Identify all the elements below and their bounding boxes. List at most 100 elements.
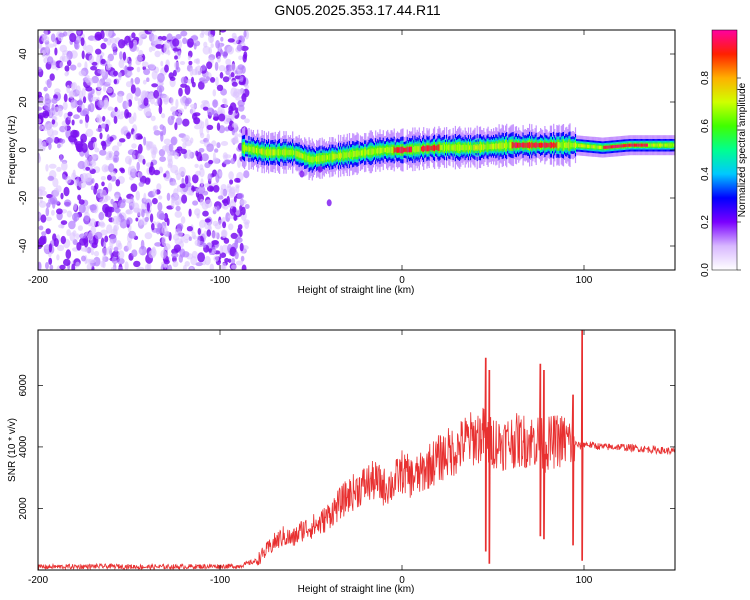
- colorbar-label: Normalized spectral amplitude: [737, 82, 748, 217]
- spectrogram-noise-blob: [103, 37, 108, 42]
- spectrogram-noise-blob: [224, 258, 230, 263]
- spectrogram-signal-cell: [359, 150, 361, 156]
- spectrogram-noise-blob: [211, 231, 218, 239]
- spectrogram-signal-cell: [523, 142, 525, 148]
- spectrogram-noise-blob: [194, 208, 201, 216]
- spectrogram-signal-cell: [416, 146, 418, 152]
- spectrogram-noise-blob: [151, 70, 158, 80]
- spectrogram-signal-cell: [656, 143, 658, 147]
- spectrogram-noise-blob: [63, 186, 70, 197]
- spectrogram-signal-cell: [435, 145, 437, 150]
- spectrogram-noise-blob: [167, 158, 173, 167]
- spectrogram-noise-blob: [99, 149, 107, 156]
- spectrogram-noise-blob: [60, 138, 66, 144]
- spectrogram-signal-cell: [448, 144, 450, 151]
- spectrogram-signal-cell: [644, 143, 646, 147]
- spectrogram-noise-blob: [131, 154, 136, 161]
- spectrogram-noise-blob: [145, 111, 152, 116]
- spectrogram-noise-blob: [60, 192, 64, 200]
- spectrogram-noise-blob: [208, 159, 214, 165]
- spectrogram-noise-blob: [179, 61, 186, 65]
- spectrogram-noise-blob: [201, 64, 206, 71]
- spectrogram-noise-blob: [150, 115, 156, 122]
- spectrogram-noise-blob: [114, 194, 120, 200]
- spectrogram-signal-cell: [494, 144, 496, 149]
- spectrogram-signal-cell: [295, 150, 297, 157]
- spectrogram-signal-cell: [454, 144, 456, 151]
- spectrogram-signal-cell: [538, 143, 541, 148]
- spectrogram-noise-blob: [241, 264, 247, 270]
- spectrogram-noise-blob: [118, 59, 125, 69]
- spectrogram-signal-cell: [412, 145, 414, 153]
- spectrogram-noise-blob: [48, 257, 53, 265]
- spectrogram-noise-blob: [75, 261, 80, 268]
- spectrogram-signal-cell: [405, 147, 407, 152]
- spectrogram-noise-blob: [38, 112, 47, 118]
- spectrogram-noise-blob: [160, 132, 164, 142]
- spectrogram-signal-cell: [531, 141, 533, 149]
- spectrogram-noise-blob: [214, 61, 219, 71]
- snr-series-line: [38, 330, 675, 570]
- spectrogram-noise-blob: [234, 251, 239, 260]
- spectrogram-signal-cell: [635, 143, 637, 147]
- spectrogram-noise-blob: [231, 258, 236, 265]
- spectrogram-signal-cell: [612, 145, 614, 149]
- spectrogram-signal-cell: [618, 144, 620, 148]
- spectrogram-noise-blob: [182, 37, 188, 45]
- spectrogram-signal-cell: [488, 144, 490, 150]
- spectrogram-noise-blob: [58, 224, 65, 229]
- spectrogram-signal-cell: [506, 142, 508, 149]
- spectrogram-noise-blob: [130, 183, 138, 192]
- spectrogram-signal-cell: [403, 147, 405, 152]
- spectrogram-signal-cell: [484, 144, 486, 150]
- spectrogram-noise-blob: [166, 192, 171, 201]
- spectrogram-noise-blob: [47, 43, 55, 48]
- spectrogram-signal-cell: [321, 155, 323, 162]
- spectrogram-signal-cell: [510, 142, 512, 149]
- spectrogram-noise-blob: [102, 85, 107, 92]
- spectrogram-noise-blob: [109, 239, 114, 248]
- spectrogram-noise-blob: [124, 155, 133, 165]
- spectrogram-signal-cell: [605, 145, 607, 149]
- spectrogram-signal-cell: [673, 143, 675, 147]
- spectrogram-noise-blob: [118, 138, 126, 143]
- spectrogram-signal-cell: [521, 143, 523, 148]
- spectrogram-noise-blob: [206, 61, 213, 70]
- spectrogram-noise-blob: [212, 185, 220, 193]
- spectrogram-noise-blob: [83, 215, 90, 225]
- spectrogram-noise-blob: [60, 235, 66, 245]
- spectrogram-signal-cell: [554, 142, 556, 148]
- spectrogram-noise-blob: [141, 208, 145, 218]
- spectrogram-noise-blob: [54, 47, 58, 56]
- spectrogram-noise-blob: [38, 153, 41, 163]
- spectrogram-noise-blob: [195, 262, 203, 267]
- spectrogram-noise-blob: [121, 198, 126, 203]
- spectrogram-noise-blob: [154, 50, 161, 58]
- spectrogram-noise-blob: [154, 242, 163, 247]
- spectrogram-noise-blob: [113, 224, 119, 232]
- spectrogram-signal-cell: [660, 143, 662, 147]
- spectrogram-noise-blob: [79, 119, 83, 124]
- spectrogram-noise-blob: [94, 231, 103, 240]
- spectrogram-noise-blob: [182, 264, 187, 270]
- spectrogram-signal-cell: [576, 143, 578, 147]
- spectrogram-noise-blob: [199, 132, 205, 139]
- spectrogram-noise-blob: [229, 187, 236, 197]
- spectrogram-noise-blob: [125, 112, 132, 118]
- spectrogram-noise-blob: [184, 85, 191, 96]
- spectrogram-noise-blob: [210, 43, 214, 48]
- spectrogram-noise-blob: [164, 64, 169, 73]
- spectrogram-signal-cell: [501, 142, 503, 150]
- spectrogram-signal-cell: [271, 149, 273, 156]
- spectrogram-noise-blob: [222, 221, 227, 229]
- spectrogram-noise-blob: [66, 210, 73, 218]
- spectrogram-signal-cell: [578, 143, 580, 147]
- spectrogram-signal-cell: [603, 145, 605, 149]
- spectrogram-noise-blob: [113, 246, 119, 253]
- spectrogram-signal-cell: [418, 145, 420, 153]
- spectrogram-noise-blob: [138, 248, 143, 254]
- spectrogram-noise-blob: [113, 150, 120, 157]
- spectrogram-signal-cell: [291, 150, 293, 155]
- spectrogram-noise-blob: [47, 56, 54, 65]
- spectrogram-signal-cell: [657, 143, 660, 147]
